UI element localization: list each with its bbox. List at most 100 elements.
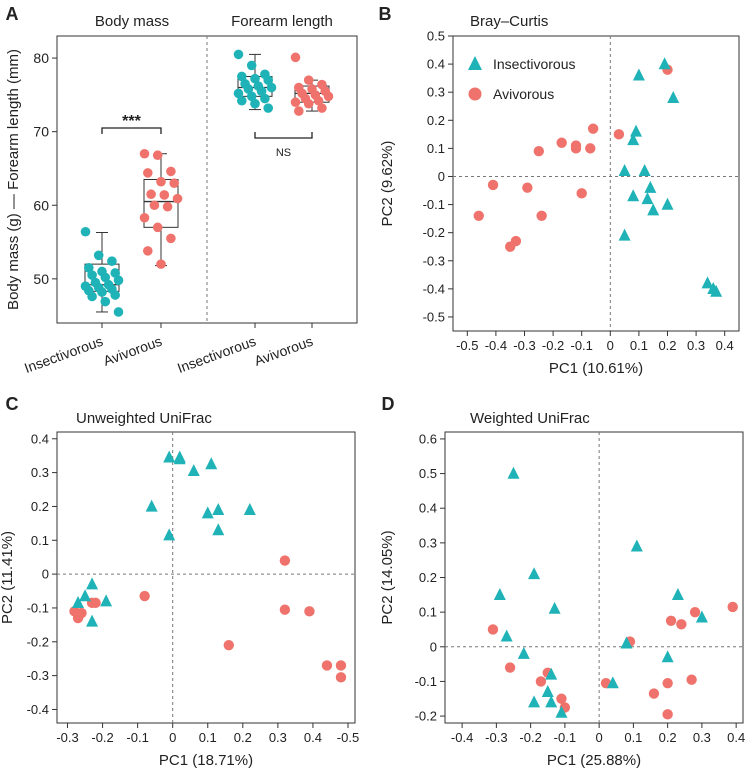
data-point — [87, 291, 97, 302]
x-tick-label: 0.3 — [269, 730, 287, 745]
x-tick-label: -0.5 — [337, 730, 359, 745]
data-point — [100, 272, 111, 283]
data-point — [303, 75, 314, 85]
insectivorous-point — [701, 276, 714, 289]
avivorous-point — [587, 123, 599, 134]
data-point — [139, 148, 150, 159]
x-tick-label: Avivorous — [101, 333, 164, 369]
y-tick-label: 0 — [438, 169, 445, 184]
insectivorous-point — [243, 502, 256, 515]
avivorous-point — [570, 140, 582, 151]
avivorous-point — [522, 182, 533, 193]
y-tick-label: 0.2 — [419, 570, 437, 585]
data-point — [100, 296, 111, 307]
insectivorous-point — [545, 695, 558, 708]
box-3 — [233, 49, 277, 113]
y-axis-label: PC2 (14.05%) — [379, 530, 396, 624]
data-point — [166, 233, 176, 244]
avivorous-point — [487, 179, 499, 191]
avivorous-point — [487, 624, 499, 635]
insectivorous-point — [618, 228, 631, 241]
avivorous-point — [727, 601, 738, 613]
data-point — [260, 93, 270, 104]
y-tick-label: 0.2 — [31, 499, 49, 514]
y-tick-label: -0.4 — [423, 281, 445, 296]
x-tick-label: Avivorous — [252, 333, 315, 369]
y-tick-label: -0.2 — [415, 709, 437, 724]
plot-frame — [452, 35, 740, 332]
insectivorous-point — [548, 601, 561, 614]
insectivorous-point — [606, 676, 619, 689]
legend-label-insectivorous: Insectivorous — [493, 56, 575, 72]
avivorous-point — [335, 672, 347, 683]
data-point — [146, 189, 156, 200]
avivorous-point — [473, 210, 484, 222]
y-tick-label: -0.3 — [27, 668, 49, 683]
data-point — [313, 95, 324, 106]
data-point — [156, 259, 166, 269]
avivorous-point — [535, 676, 547, 687]
data-point — [317, 103, 327, 113]
panel-d-plot — [440, 431, 744, 728]
y-tick-label: 0.1 — [419, 605, 437, 620]
avivorous-point — [304, 606, 315, 617]
data-point — [107, 256, 117, 266]
data-point — [97, 287, 107, 297]
avivorous-point — [556, 137, 567, 148]
y-tick-label: 50 — [33, 271, 49, 287]
insectivorous-point — [545, 667, 558, 680]
legend-label-avivorous: Avivorous — [493, 86, 554, 102]
insectivorous-point — [212, 523, 225, 536]
plot-frame — [444, 431, 744, 724]
x-tick-label: 0 — [607, 338, 614, 353]
x-tick-label: 0 — [169, 730, 176, 745]
x-axis-label: PC1 (18.71%) — [159, 752, 253, 769]
data-point — [84, 263, 94, 273]
insectivorous-point — [500, 629, 513, 642]
y-tick-label: 0.1 — [31, 533, 49, 548]
y-tick-label: -0.1 — [423, 197, 445, 212]
data-point — [110, 290, 120, 300]
insectivorous-point — [671, 587, 684, 600]
data-point — [303, 98, 314, 109]
y-tick-label: -0.2 — [423, 225, 445, 240]
y-axis-label: PC2 (11.41%) — [0, 531, 16, 624]
data-point — [233, 49, 244, 60]
x-axis-label: PC1 (10.61%) — [549, 360, 643, 377]
x-tick-label: 0.3 — [687, 338, 705, 353]
y-tick-label: -0.1 — [27, 600, 49, 615]
x-tick-label: -0.2 — [542, 338, 564, 353]
data-point — [250, 73, 260, 84]
y-tick-label: 70 — [33, 124, 49, 140]
insectivorous-point — [187, 464, 200, 477]
data-point — [233, 88, 244, 99]
insectivorous-point — [644, 180, 657, 193]
insectivorous-point — [710, 284, 723, 297]
data-point — [166, 166, 176, 177]
avivorous-point — [689, 606, 701, 618]
avivorous-point — [335, 660, 347, 671]
data-point — [110, 268, 120, 278]
y-tick-label: -0.5 — [423, 309, 445, 324]
x-tick-label: -0.1 — [126, 730, 148, 745]
data-point — [263, 103, 274, 113]
x-tick-label: -0.3 — [513, 338, 535, 353]
avivorous-point — [279, 604, 291, 615]
x-tick-label: -0.1 — [570, 338, 592, 353]
data-point — [87, 270, 97, 280]
data-point — [152, 222, 163, 233]
data-point — [143, 246, 153, 256]
data-point — [256, 86, 267, 96]
y-tick-label: 0 — [42, 567, 49, 582]
plot-title: Bray–Curtis — [470, 13, 548, 30]
insectivorous-point — [145, 499, 158, 512]
data-point — [113, 307, 124, 317]
avivorous-point — [505, 241, 516, 252]
insectivorous-point — [163, 528, 176, 541]
data-point — [323, 91, 334, 102]
plot-title: Weighted UniFrac — [470, 410, 590, 427]
y-tick-label: -0.3 — [423, 253, 445, 268]
sig-label: NS — [276, 147, 291, 159]
y-tick-label: 0.6 — [419, 431, 437, 446]
